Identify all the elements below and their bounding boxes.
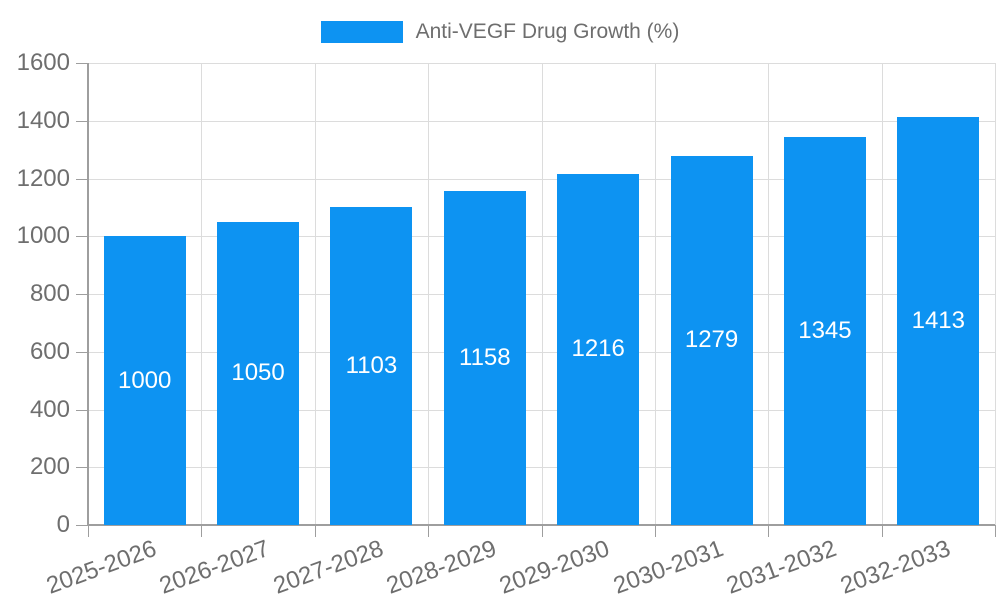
y-tick-label: 0 bbox=[56, 511, 70, 538]
y-tick-label: 400 bbox=[29, 395, 70, 423]
x-gridline bbox=[881, 63, 883, 525]
x-gridline bbox=[768, 63, 770, 525]
y-tick-mark bbox=[76, 294, 88, 295]
bar-value-label: 1279 bbox=[684, 326, 739, 354]
y-tick-mark bbox=[76, 467, 88, 469]
bar: 1050 bbox=[217, 221, 300, 525]
x-gridline bbox=[541, 63, 543, 525]
y-tick-label: 1600 bbox=[16, 49, 70, 76]
legend-swatch bbox=[320, 21, 403, 43]
x-tick-mark bbox=[995, 525, 996, 537]
x-gridline bbox=[314, 63, 316, 525]
bar: 1413 bbox=[897, 116, 980, 525]
x-tick-mark bbox=[88, 525, 89, 537]
y-tick-mark bbox=[76, 236, 88, 238]
x-tick-label: 2032-2033 bbox=[836, 535, 954, 600]
x-tick-mark bbox=[881, 525, 883, 537]
x-tick-mark bbox=[541, 525, 543, 537]
bar: 1000 bbox=[103, 236, 186, 525]
chart-legend-item[interactable]: Anti-VEGF Drug Growth (%) bbox=[0, 20, 1000, 44]
x-tick-mark bbox=[654, 525, 656, 537]
bar-value-label: 1345 bbox=[798, 316, 852, 344]
y-axis-line bbox=[87, 63, 89, 525]
y-tick-mark bbox=[76, 178, 88, 180]
y-tick-label: 600 bbox=[29, 337, 70, 365]
bar-value-label: 1158 bbox=[459, 343, 511, 371]
y-tick-mark bbox=[76, 409, 88, 411]
y-tick-label: 1200 bbox=[16, 164, 70, 192]
x-gridline bbox=[201, 63, 203, 525]
y-tick-mark bbox=[76, 351, 88, 353]
bar: 1158 bbox=[443, 190, 526, 525]
x-tick-label: 2025-2026 bbox=[42, 535, 160, 600]
bar-value-label: 1050 bbox=[231, 359, 285, 387]
y-tick-label: 800 bbox=[29, 280, 70, 307]
x-gridline bbox=[428, 63, 430, 525]
x-tick-mark bbox=[768, 525, 770, 537]
x-axis-line bbox=[87, 524, 995, 526]
bar-value-label: 1000 bbox=[117, 366, 172, 394]
bar-value-label: 1216 bbox=[571, 335, 625, 363]
bar: 1216 bbox=[557, 173, 640, 525]
y-tick-label: 1400 bbox=[16, 106, 70, 134]
bar: 1279 bbox=[670, 155, 753, 525]
y-tick-label: 200 bbox=[29, 453, 70, 481]
y-tick-mark bbox=[76, 63, 88, 64]
x-gridline bbox=[654, 63, 656, 525]
x-tick-label: 2031-2032 bbox=[723, 535, 841, 600]
bar-value-label: 1413 bbox=[911, 306, 965, 334]
x-gridline bbox=[995, 63, 996, 525]
bar-value-label: 1103 bbox=[345, 351, 398, 379]
x-tick-label: 2028-2029 bbox=[382, 535, 501, 600]
x-tick-label: 2029-2030 bbox=[496, 535, 614, 600]
x-tick-label: 2026-2027 bbox=[156, 535, 274, 600]
bar: 1103 bbox=[330, 206, 413, 525]
x-tick-mark bbox=[428, 525, 430, 537]
legend-label: Anti-VEGF Drug Growth (%) bbox=[415, 20, 680, 43]
bar: 1345 bbox=[783, 136, 866, 525]
x-tick-mark bbox=[314, 525, 316, 537]
x-tick-mark bbox=[201, 525, 203, 537]
x-tick-label: 2030-2031 bbox=[609, 535, 727, 600]
y-tick-mark bbox=[76, 120, 88, 122]
y-tick-label: 1000 bbox=[16, 222, 70, 250]
y-tick-mark bbox=[76, 525, 88, 526]
x-tick-label: 2027-2028 bbox=[269, 535, 387, 600]
